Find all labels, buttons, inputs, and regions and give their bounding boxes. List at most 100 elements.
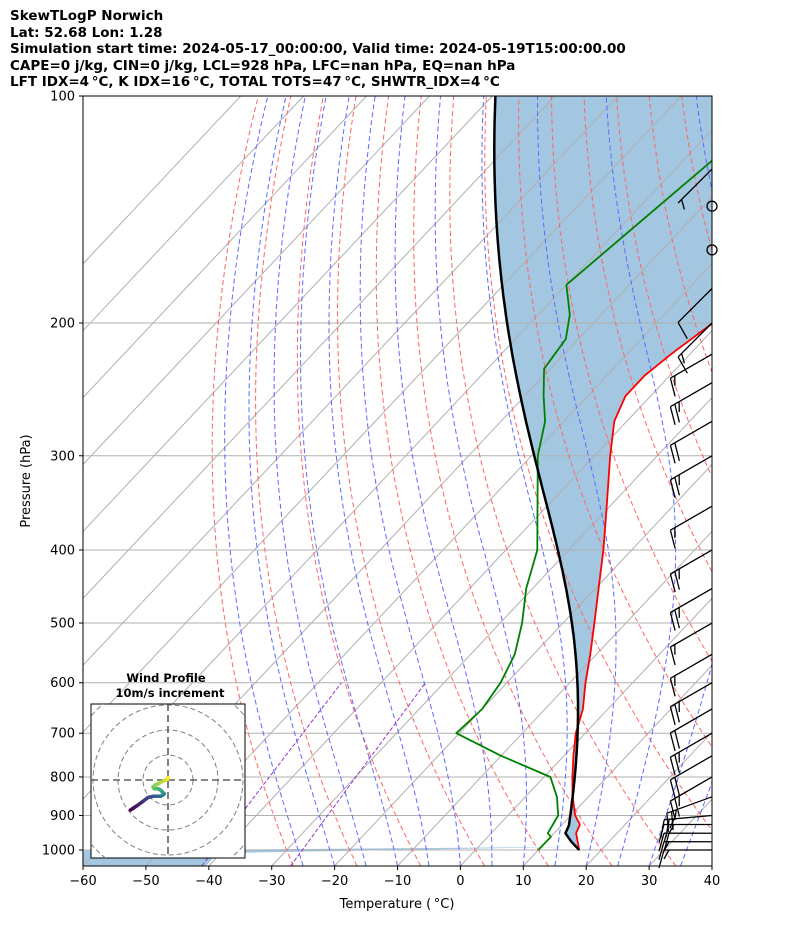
barb-shaft bbox=[670, 382, 713, 408]
dry-adiabat-10 bbox=[375, 96, 549, 866]
barb-feather bbox=[669, 445, 676, 464]
y-tick-label: 300 bbox=[50, 449, 75, 464]
y-tick-label: 100 bbox=[50, 90, 75, 105]
wind-barb-2 bbox=[658, 832, 713, 852]
barb-feather bbox=[663, 849, 670, 860]
isotherm--40 bbox=[208, 329, 712, 866]
barb-shaft bbox=[670, 505, 713, 531]
dry-adiabat-50 bbox=[518, 96, 712, 748]
barb-feather bbox=[658, 833, 665, 852]
dry-adiabat-30 bbox=[449, 96, 677, 866]
moist-adiabat--20 bbox=[248, 96, 336, 866]
barb-feather bbox=[674, 754, 681, 773]
wind-barb-12 bbox=[669, 622, 713, 666]
moist-adiabat--10 bbox=[300, 96, 398, 866]
moist-adiabat-35 bbox=[680, 780, 712, 866]
barb-feather bbox=[674, 442, 681, 461]
x-tick-label: −10 bbox=[384, 874, 411, 889]
y-tick-label: 600 bbox=[50, 676, 75, 691]
wind-barb-8 bbox=[669, 732, 713, 776]
location-line: Lat: 52.68 Lon: 1.28 bbox=[10, 24, 163, 41]
hodograph: Wind Profile 10m/s increment bbox=[90, 671, 246, 859]
moist-adiabat--5 bbox=[328, 96, 430, 866]
isotherm--100 bbox=[83, 96, 556, 600]
moist-adiabat-25 bbox=[605, 96, 677, 866]
wind-barb-16 bbox=[669, 455, 713, 498]
moist-adiabat--25 bbox=[224, 96, 304, 866]
moist-adiabat-40 bbox=[711, 864, 712, 866]
barb-shaft bbox=[666, 796, 713, 814]
dry-adiabat-40 bbox=[484, 96, 712, 832]
barb-feather bbox=[666, 813, 670, 832]
dry-adiabat-120 bbox=[747, 96, 794, 866]
wind-barb-23 bbox=[706, 200, 718, 212]
dry-adiabat-130 bbox=[780, 96, 794, 866]
dry-adiabat-110 bbox=[714, 96, 794, 866]
barb-feather bbox=[674, 477, 681, 496]
barb-shaft bbox=[670, 353, 713, 379]
barb-shaft bbox=[670, 549, 713, 575]
barb-feather bbox=[674, 777, 681, 796]
barb-shaft bbox=[670, 732, 713, 758]
wind-barb-7 bbox=[669, 755, 713, 799]
barb-feather bbox=[669, 573, 676, 593]
x-tick-label: −40 bbox=[195, 874, 222, 889]
x-tick-label: −50 bbox=[132, 874, 159, 889]
isotherm--130 bbox=[83, 96, 367, 399]
chart-title: SkewTLogP Norwich bbox=[10, 8, 164, 24]
barb-feather bbox=[658, 849, 665, 869]
wind-barb-21 bbox=[677, 288, 713, 340]
moist-adiabat-30 bbox=[648, 96, 712, 866]
moist-adiabat-15 bbox=[481, 96, 568, 866]
barb-feather bbox=[658, 841, 665, 860]
barb-shaft bbox=[677, 322, 713, 358]
x-tick-label: 40 bbox=[704, 874, 721, 889]
barb-feather bbox=[674, 704, 681, 723]
y-tick-label: 200 bbox=[50, 316, 75, 331]
chart-header: SkewTLogP Norwich Lat: 52.68 Lon: 1.28 S… bbox=[10, 8, 790, 91]
y-tick-label: 1000 bbox=[42, 844, 75, 859]
barb-feather bbox=[669, 757, 676, 776]
barb-feather bbox=[669, 800, 676, 820]
barb-shaft bbox=[670, 420, 713, 446]
barb-feather bbox=[674, 404, 681, 423]
barb-shaft bbox=[670, 587, 713, 614]
barb-feather bbox=[680, 199, 686, 210]
y-axis-title: Pressure (hPa) bbox=[19, 434, 34, 527]
barb-feather bbox=[674, 798, 681, 817]
barb-feather bbox=[669, 678, 676, 697]
y-tick-label: 400 bbox=[50, 543, 75, 558]
x-tick-label: −20 bbox=[321, 874, 348, 889]
isotherm--140 bbox=[83, 96, 304, 332]
moist-adiabat-5 bbox=[394, 96, 493, 866]
isotherm-0 bbox=[460, 597, 712, 866]
dry-adiabat-60 bbox=[551, 96, 712, 663]
barb-shaft bbox=[677, 288, 713, 323]
barb-feather bbox=[677, 356, 688, 374]
wind-barb-0 bbox=[658, 849, 713, 869]
barb-shaft bbox=[670, 708, 713, 734]
barb-feather bbox=[669, 406, 676, 425]
wind-barb-10 bbox=[669, 682, 713, 725]
barb-feather bbox=[674, 730, 681, 749]
isotherm--120 bbox=[83, 96, 430, 466]
wind-barb-15 bbox=[669, 505, 713, 549]
moist-adiabat--15 bbox=[273, 96, 367, 866]
index-line: LFT IDX=4 °C, K IDX=16 °C, TOTAL TOTS=47… bbox=[10, 74, 500, 90]
wind-barb-18 bbox=[669, 382, 713, 425]
dry-adiabat-90 bbox=[648, 96, 712, 374]
barb-shaft bbox=[670, 682, 713, 708]
isotherm--150 bbox=[83, 96, 242, 265]
barb-shaft bbox=[670, 455, 713, 481]
wind-barb-9 bbox=[669, 708, 713, 752]
x-tick-label: −30 bbox=[258, 874, 285, 889]
x-tick-label: 10 bbox=[515, 874, 532, 889]
barb-feather bbox=[669, 732, 676, 752]
wind-barb-13 bbox=[669, 587, 713, 631]
barb-feather bbox=[669, 706, 676, 725]
time-line: Simulation start time: 2024-05-17_00:00:… bbox=[10, 41, 626, 57]
wind-barb-5 bbox=[666, 796, 713, 832]
dry-adiabat--10 bbox=[296, 96, 422, 866]
isotherm--110 bbox=[83, 96, 493, 533]
